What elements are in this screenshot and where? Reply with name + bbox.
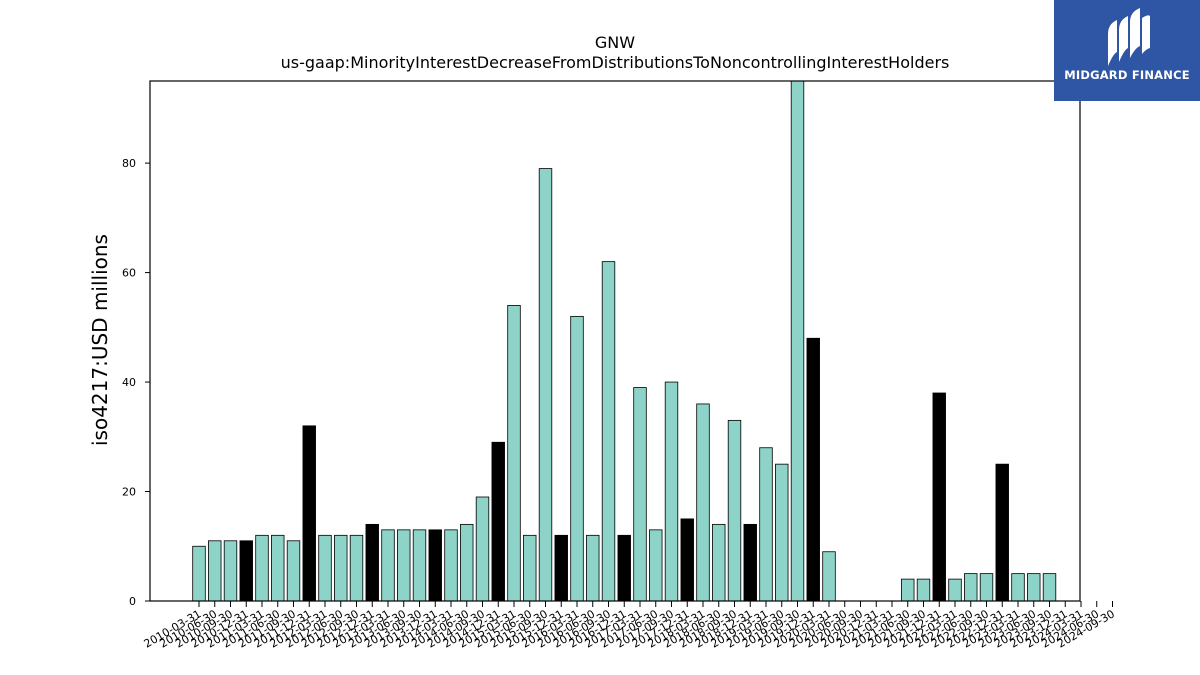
bar	[286, 540, 301, 602]
bar	[444, 529, 458, 602]
bar	[223, 540, 238, 602]
bar	[617, 534, 631, 602]
bar	[806, 337, 820, 602]
bar	[712, 523, 726, 602]
y-tick-label: 20	[122, 486, 136, 499]
bar	[460, 523, 474, 602]
chart-title: GNW	[595, 33, 635, 52]
x-axis-ticks: 2010-03-312010-06-302010-09-302010-12-31…	[142, 601, 1117, 651]
logo-text: MIDGARD FINANCE	[1064, 68, 1190, 82]
bar	[365, 523, 379, 602]
bar	[475, 496, 490, 602]
bar	[633, 387, 647, 602]
y-tick-label: 80	[122, 157, 136, 170]
bar	[901, 578, 915, 602]
bar	[948, 578, 962, 602]
bar	[822, 551, 836, 602]
bar	[538, 168, 553, 602]
midgard-finance-logo: MIDGARD FINANCE	[1054, 0, 1200, 101]
bar	[255, 534, 269, 602]
chart-subtitle: us-gaap:MinorityInterestDecreaseFromDist…	[281, 53, 950, 72]
bar	[208, 540, 222, 602]
bar	[775, 463, 789, 602]
bar	[964, 573, 978, 602]
bar	[680, 518, 694, 602]
bar	[1027, 573, 1041, 602]
bar	[523, 534, 537, 602]
bar	[349, 534, 364, 602]
bar	[696, 403, 710, 602]
bar	[601, 261, 616, 602]
bar	[649, 529, 663, 602]
bar	[916, 578, 931, 602]
plot-frame	[149, 80, 1081, 602]
bar	[491, 441, 505, 602]
bar	[428, 529, 442, 602]
bar	[302, 425, 316, 602]
bar	[743, 523, 757, 602]
y-axis-ticks: 0 20 40 60 80	[122, 157, 150, 608]
bar	[334, 534, 348, 602]
bar	[995, 463, 1009, 602]
logo-mark-icon	[1108, 8, 1150, 66]
bar	[727, 419, 742, 602]
bar	[554, 534, 568, 602]
bar	[192, 545, 206, 602]
y-tick-label: 0	[129, 595, 136, 608]
bar	[1042, 573, 1057, 602]
bar	[759, 447, 773, 602]
bar	[507, 305, 521, 602]
bar	[381, 529, 395, 602]
bar	[271, 534, 285, 602]
bar	[790, 80, 805, 602]
bar	[570, 315, 584, 602]
bar-group	[192, 80, 1057, 602]
y-tick-label: 40	[122, 376, 136, 389]
bar	[239, 540, 253, 602]
y-tick-label: 60	[122, 267, 136, 280]
y-axis-label: iso4217:USD millions	[88, 234, 112, 446]
bar	[586, 534, 600, 602]
bar	[664, 381, 679, 602]
bar	[932, 392, 946, 602]
bar	[397, 529, 411, 602]
bar	[412, 529, 427, 602]
bar	[979, 573, 994, 602]
bar	[318, 534, 332, 602]
bar	[1011, 573, 1025, 602]
